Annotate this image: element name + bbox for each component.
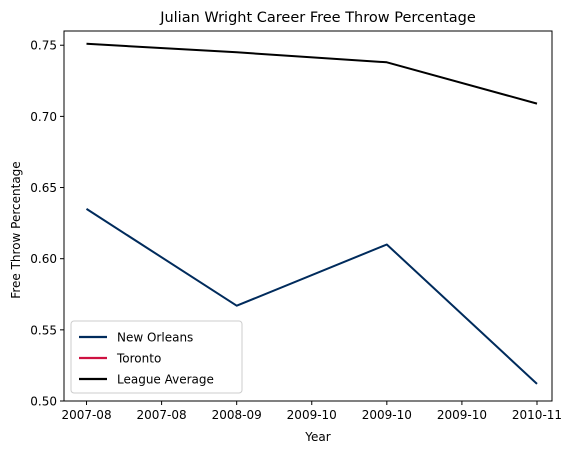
series-line-new-orleans [85,208,538,385]
y-tick-label: 0.55 [30,323,57,337]
x-tick-label: 2008-09 [212,408,262,422]
y-tick-label: 0.75 [30,39,57,53]
legend-box [70,320,243,394]
legend-label-league-average: League Average [117,373,214,387]
series-lines [85,42,538,385]
y-axis-label: Free Throw Percentage [9,161,23,298]
y-tick-label: 0.50 [30,395,57,409]
x-tick-label: 2010-11 [512,408,562,422]
y-tick-label: 0.60 [30,252,57,266]
legend: New Orleans Toronto League Average [70,320,243,394]
x-tick-label: 2009-10 [437,408,487,422]
x-tick-label: 2009-10 [287,408,337,422]
legend-label-new-orleans: New Orleans [117,331,193,345]
chart-title: Julian Wright Career Free Throw Percenta… [159,10,476,26]
x-tick-label: 2007-08 [137,408,187,422]
x-tick-label: 2009-10 [362,408,412,422]
plot-frame [63,30,553,402]
x-axis-label: Year [304,430,330,444]
series-line-league-average [86,42,538,105]
axes: 0.50 0.55 0.60 0.65 0.70 0.75 2007-08 2007-08 20… [30,30,562,422]
legend-label-toronto: Toronto [116,352,161,366]
x-tick-label: 2007-08 [61,408,111,422]
y-tick-label: 0.65 [30,181,57,195]
y-tick-label: 0.70 [30,110,57,124]
